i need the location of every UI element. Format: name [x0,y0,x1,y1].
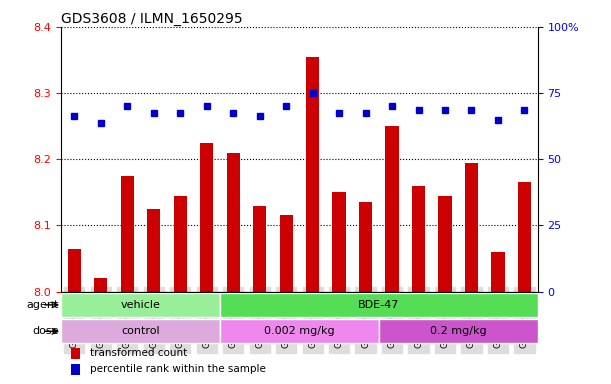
Bar [94,278,108,291]
Bar [306,57,319,291]
FancyBboxPatch shape [220,319,379,343]
Text: control: control [121,326,160,336]
Bar [227,152,240,291]
Bar [438,195,452,291]
Text: dose: dose [32,326,59,336]
Bar [279,215,293,291]
FancyBboxPatch shape [61,319,220,343]
Bar [200,143,213,291]
Text: agent: agent [26,300,59,310]
Bar [68,248,81,291]
Bar [71,348,80,359]
Bar [412,186,425,291]
Text: 0.002 mg/kg: 0.002 mg/kg [264,326,335,336]
Bar [359,202,372,291]
Bar [174,195,187,291]
FancyBboxPatch shape [379,319,538,343]
FancyBboxPatch shape [61,293,220,317]
Text: vehicle: vehicle [120,300,161,310]
Bar [147,209,160,291]
Bar [332,192,346,291]
Bar [491,252,505,291]
Text: BDE-47: BDE-47 [358,300,400,310]
Bar [71,364,80,375]
Bar [386,126,398,291]
Bar [518,182,531,291]
FancyBboxPatch shape [220,293,538,317]
Text: percentile rank within the sample: percentile rank within the sample [90,364,266,374]
Text: GDS3608 / ILMN_1650295: GDS3608 / ILMN_1650295 [61,12,243,26]
Text: 0.2 mg/kg: 0.2 mg/kg [430,326,486,336]
Bar [253,205,266,291]
Bar [465,162,478,291]
Bar [120,176,134,291]
Text: transformed count: transformed count [90,348,187,358]
